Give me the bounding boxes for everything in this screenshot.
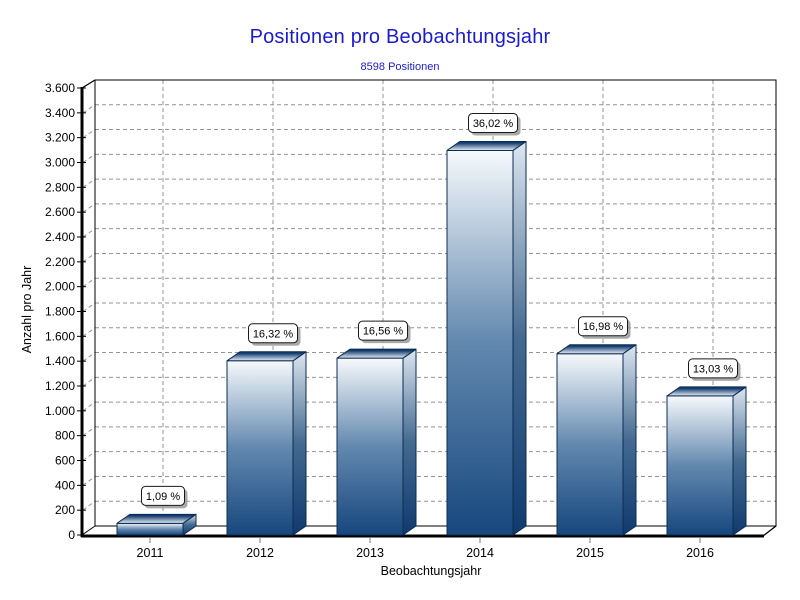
- gridline-depth-tick: [82, 352, 96, 362]
- label-text: 16,98 %: [583, 321, 624, 333]
- label-box: [141, 485, 185, 506]
- gridline-depth-tick: [82, 376, 96, 387]
- x-tick-label: 2011: [137, 546, 164, 560]
- gridline-depth-tick: [82, 203, 96, 213]
- label-box: [358, 320, 408, 341]
- bar-value-label-2013: 16,56 %: [358, 320, 411, 344]
- bar-top-face: [666, 386, 747, 397]
- bar-top-face: [556, 344, 637, 355]
- bar-top-face: [116, 513, 197, 524]
- chart-title: Positionen pro Beobachtungsjahr: [249, 26, 551, 48]
- bar-value-label-2014: 36,02 %: [468, 112, 521, 136]
- y-tick-label: 2.600: [45, 205, 75, 219]
- bar-side-face: [622, 344, 637, 536]
- bar-value-label-2015: 16,98 %: [578, 316, 631, 339]
- chart-subtitle: 8598 Positionen: [360, 61, 440, 73]
- y-tick-label: 3.200: [45, 131, 75, 145]
- bar-value-label-2011: 1,09 %: [141, 485, 188, 509]
- bar-2015: [556, 344, 637, 536]
- back-wall: [94, 79, 777, 527]
- bar-top-face: [226, 351, 307, 362]
- label-text: 1,09 %: [146, 491, 180, 503]
- bar-front-face: [556, 353, 624, 536]
- y-tick-label: 3.000: [45, 156, 75, 170]
- bar-side-face: [512, 140, 527, 536]
- bar-2013: [336, 348, 417, 536]
- y-tick-label: 1.400: [45, 354, 75, 368]
- y-axis-title: Anzahl pro Jahr: [20, 266, 34, 354]
- y-tick-label: 2.800: [45, 180, 75, 194]
- bar-2016: [666, 386, 747, 536]
- gridline-depth-tick: [82, 401, 96, 412]
- y-tick-label: 1.200: [45, 379, 75, 393]
- bar-top-face: [336, 348, 417, 359]
- y-tick-label: 3.600: [45, 81, 75, 95]
- y-tick-label: 3.400: [45, 106, 75, 120]
- gridline-depth-tick: [82, 153, 96, 163]
- bar-2014: [446, 140, 527, 536]
- gridline-depth-tick: [82, 277, 96, 288]
- gridline-depth-tick: [82, 426, 96, 437]
- bar-series: [116, 140, 747, 536]
- gridline-depth-tick: [82, 327, 96, 337]
- label-text: 16,32 %: [253, 328, 294, 340]
- gridline-depth-tick: [82, 302, 96, 312]
- gridline-depth-tick: [82, 253, 96, 263]
- gridline-depth-tick: [82, 451, 96, 461]
- bar-2012: [226, 351, 307, 536]
- y-axis: 0 200 400 600 800 1.000 1.200 1.400 1.600 1.800 2.…: [45, 81, 86, 542]
- x-axis: 2011 2012 2013 2014 2015 2016: [137, 538, 714, 560]
- bar-front-face: [446, 149, 514, 536]
- gridline-depth-tick: [82, 500, 96, 511]
- bottom-right-depth-edge: [762, 525, 777, 537]
- label-box: [248, 323, 298, 344]
- bar-value-label-2012: 16,32 %: [248, 323, 301, 346]
- bar-value-labels: 1,09 % 16,32 % 16,56 % 36,02 % 16,98 % 13,03 …: [141, 112, 741, 509]
- bottom-left-depth-edge: [81, 525, 96, 536]
- bar-front-face: [666, 395, 734, 536]
- x-tick-label: 2012: [246, 546, 274, 560]
- gridline-depth-tick: [82, 476, 96, 486]
- label-text: 36,02 %: [473, 118, 514, 130]
- y-tick-label: 200: [55, 503, 75, 517]
- label-box: [688, 358, 738, 379]
- y-tick-label: 2.000: [45, 280, 75, 294]
- bar-front-face: [226, 360, 294, 536]
- x-tick-label: 2016: [686, 546, 714, 560]
- x-tick-label: 2013: [356, 546, 384, 560]
- gridline-depth-tick: [82, 104, 96, 114]
- bar-side-face: [732, 386, 747, 536]
- bar-front-face: [116, 522, 184, 536]
- top-left-depth-edge: [81, 79, 96, 89]
- gridline-depth-tick: [82, 178, 96, 188]
- y-tick-label: 0: [68, 528, 75, 542]
- label-text: 13,03 %: [693, 363, 734, 375]
- label-text: 16,56 %: [363, 326, 404, 338]
- x-axis-title: Beobachtungsjahr: [381, 564, 482, 578]
- y-tick-label: 2.200: [45, 255, 75, 269]
- bar-side-face: [292, 351, 307, 536]
- label-box: [468, 112, 518, 133]
- bar-top-face: [446, 140, 527, 151]
- bar-value-label-2016: 13,03 %: [688, 358, 741, 381]
- y-tick-label: 400: [55, 478, 75, 492]
- gridline-depth-tick: [82, 228, 96, 238]
- y-tick-label: 1.600: [45, 329, 75, 343]
- bar-2011: [116, 513, 197, 536]
- gridline-depth-tick: [82, 129, 96, 139]
- x-tick-label: 2014: [466, 546, 494, 560]
- bar-side-face: [402, 348, 417, 536]
- y-tick-label: 800: [55, 429, 75, 443]
- label-box: [578, 316, 628, 337]
- bar-front-face: [336, 357, 404, 536]
- y-tick-label: 1.000: [45, 404, 75, 418]
- x-tick-label: 2015: [576, 546, 604, 560]
- y-tick-label: 600: [55, 454, 75, 468]
- y-tick-label: 2.400: [45, 230, 75, 244]
- y-tick-label: 1.800: [45, 305, 75, 319]
